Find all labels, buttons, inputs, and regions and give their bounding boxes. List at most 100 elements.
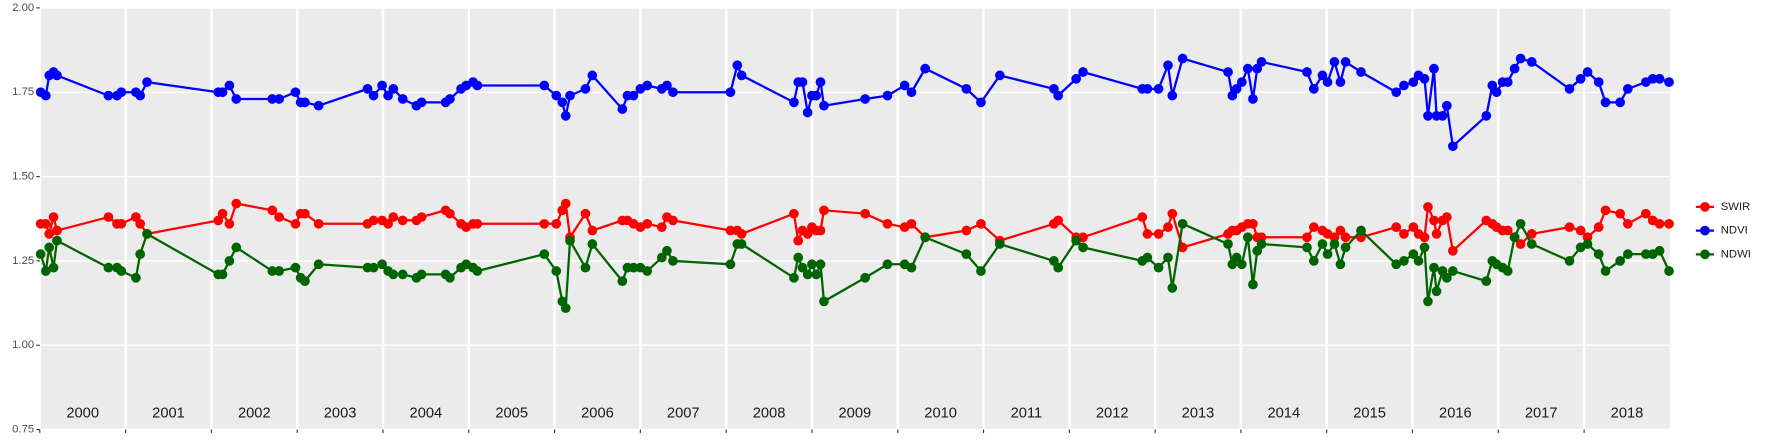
data-point <box>1593 249 1604 260</box>
data-point <box>52 225 62 236</box>
year-label: 2000 <box>66 406 99 422</box>
data-point <box>1564 222 1575 233</box>
data-point <box>642 218 653 229</box>
data-point <box>1564 256 1575 266</box>
data-point <box>1242 232 1253 243</box>
data-point <box>1600 266 1611 276</box>
y-tick-label: 2.00 <box>12 2 34 14</box>
data-point <box>1593 222 1604 233</box>
data-point <box>1481 110 1492 121</box>
data-point <box>793 235 804 246</box>
data-point <box>736 229 747 239</box>
data-point <box>1163 60 1173 71</box>
data-point <box>1526 239 1537 249</box>
data-point <box>628 90 639 101</box>
data-point <box>1502 77 1513 87</box>
data-point <box>668 87 678 98</box>
data-point <box>920 63 931 74</box>
marks <box>35 53 1674 313</box>
data-point <box>1308 256 1319 266</box>
data-point <box>797 262 808 273</box>
data-point <box>1329 57 1340 67</box>
data-point <box>52 235 62 246</box>
data-point <box>1399 229 1409 239</box>
data-point <box>539 249 550 260</box>
data-point <box>1441 100 1452 111</box>
data-point <box>48 212 59 222</box>
data-point <box>551 266 562 276</box>
data-point <box>1441 212 1452 222</box>
data-point <box>1431 229 1442 239</box>
data-point <box>313 259 324 270</box>
data-point <box>656 222 667 233</box>
data-point <box>906 218 917 229</box>
data-point <box>267 94 278 104</box>
data-point <box>1615 256 1625 266</box>
data-point <box>1223 239 1233 249</box>
data-point <box>1153 84 1164 94</box>
data-point <box>1615 208 1625 219</box>
data-point <box>388 212 399 222</box>
data-point <box>793 252 804 263</box>
data-point <box>1340 232 1351 243</box>
data-point <box>1441 272 1452 283</box>
year-label: 2006 <box>581 406 614 422</box>
data-point <box>224 218 235 229</box>
data-point <box>860 94 871 104</box>
data-point <box>224 80 235 91</box>
data-point <box>44 229 55 239</box>
data-point <box>313 218 324 229</box>
data-point <box>1447 141 1458 152</box>
data-point <box>290 218 301 229</box>
data-point <box>1664 77 1674 87</box>
data-point <box>551 218 562 229</box>
data-point <box>802 107 813 118</box>
year-label: 2012 <box>1096 406 1129 422</box>
year-label: 2015 <box>1353 406 1386 422</box>
data-point <box>811 269 822 280</box>
data-point <box>1408 222 1419 233</box>
legend-marker <box>1700 249 1710 260</box>
y-tick-label: 0.75 <box>12 424 34 436</box>
data-point <box>976 218 986 229</box>
data-point <box>1491 87 1502 98</box>
data-point <box>290 262 301 273</box>
data-point <box>388 84 399 94</box>
data-point <box>560 110 571 121</box>
data-point <box>899 80 910 91</box>
data-point <box>377 259 387 270</box>
data-point <box>1153 262 1164 273</box>
data-point <box>1429 262 1439 273</box>
data-point <box>815 225 826 236</box>
year-label: 2013 <box>1182 406 1215 422</box>
data-point <box>1302 67 1312 77</box>
data-point <box>217 208 228 219</box>
data-point <box>617 104 628 114</box>
data-point <box>224 256 235 266</box>
data-point <box>1356 67 1366 77</box>
data-point <box>1256 239 1267 249</box>
data-point <box>1664 218 1674 229</box>
data-point <box>994 239 1005 249</box>
data-point <box>789 97 799 108</box>
data-point <box>103 90 114 101</box>
data-point <box>1647 73 1658 84</box>
data-point <box>725 87 736 98</box>
data-point <box>1391 222 1402 233</box>
data-point <box>860 272 871 283</box>
data-point <box>416 97 427 108</box>
data-point <box>142 77 152 87</box>
data-point <box>1399 80 1409 91</box>
data-point <box>1419 73 1430 84</box>
legend-label: SWIR <box>1721 201 1751 213</box>
data-point <box>560 303 571 313</box>
data-point <box>1502 266 1513 276</box>
data-point <box>662 80 672 91</box>
y-tick-label: 1.25 <box>12 255 34 267</box>
data-point <box>472 218 483 229</box>
data-point <box>1582 232 1593 243</box>
data-point <box>1437 110 1448 121</box>
year-label: 2009 <box>839 406 872 422</box>
data-point <box>1163 222 1173 233</box>
data-point <box>1654 218 1665 229</box>
